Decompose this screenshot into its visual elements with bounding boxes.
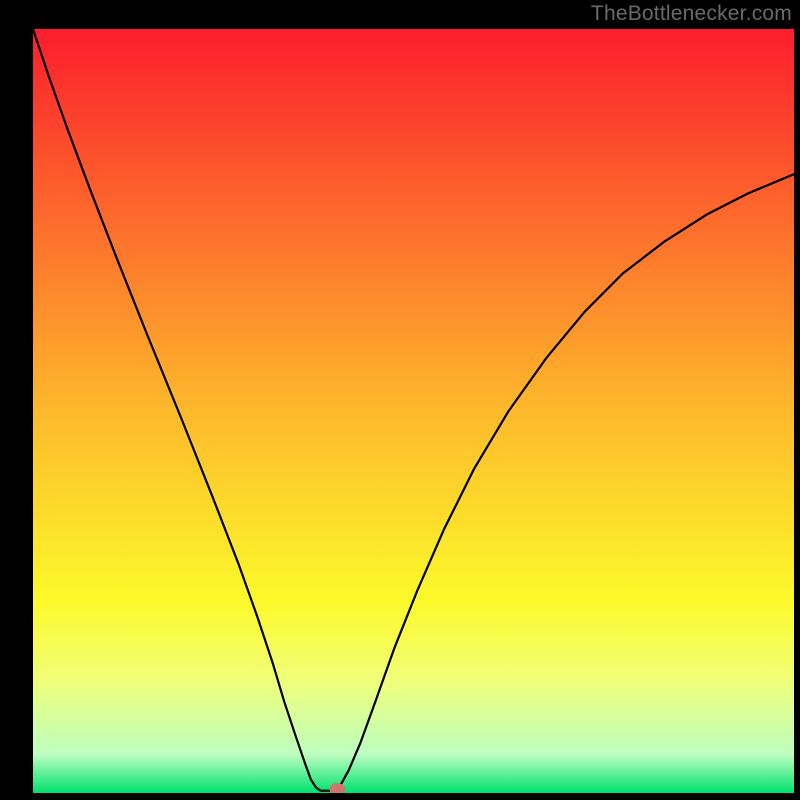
chart-container: TheBottlenecker.com [0,0,800,800]
watermark-text: TheBottlenecker.com [591,2,792,26]
curve-svg [33,29,794,793]
optimum-marker [329,783,345,793]
bottleneck-curve [33,29,794,791]
plot-area [33,29,794,793]
